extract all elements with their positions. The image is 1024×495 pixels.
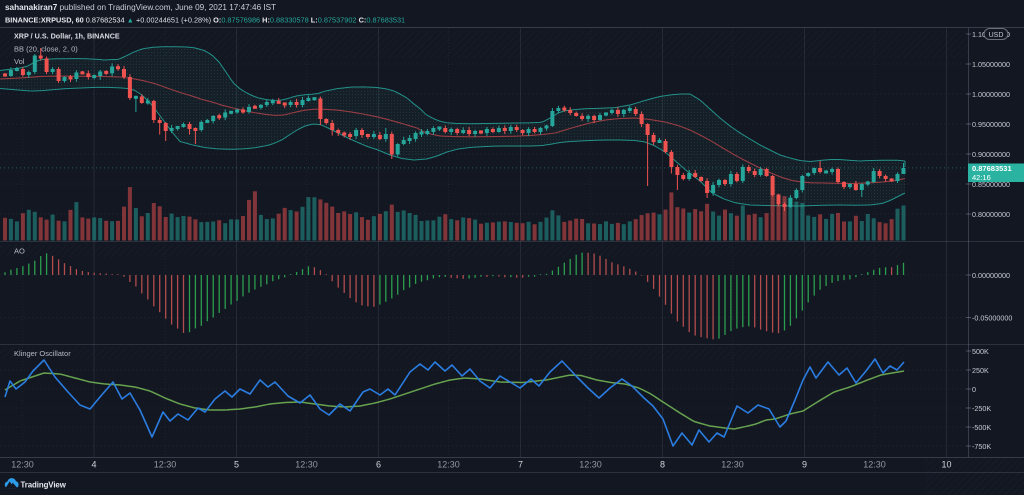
- svg-text:-750K: -750K: [972, 442, 991, 451]
- svg-text:-250K: -250K: [972, 404, 991, 413]
- svg-text:AO: AO: [14, 247, 25, 256]
- svg-text:-0.05000000: -0.05000000: [972, 313, 1012, 322]
- svg-text:BB (20, close, 2, 0): BB (20, close, 2, 0): [14, 45, 78, 54]
- svg-text:12:30: 12:30: [721, 460, 744, 470]
- svg-text:0.80000000: 0.80000000: [972, 210, 1010, 219]
- svg-text:250K: 250K: [972, 366, 989, 375]
- svg-text:0.90000000: 0.90000000: [972, 150, 1010, 159]
- svg-text:8: 8: [660, 460, 665, 470]
- svg-text:TradingView: TradingView: [21, 481, 67, 490]
- svg-text:0.00000000: 0.00000000: [972, 271, 1010, 280]
- svg-text:12:30: 12:30: [579, 460, 602, 470]
- svg-text:1.00000000: 1.00000000: [972, 90, 1010, 99]
- svg-text:1.05000000: 1.05000000: [972, 60, 1010, 69]
- svg-text:12:30: 12:30: [295, 460, 318, 470]
- svg-text:12:30: 12:30: [863, 460, 886, 470]
- svg-text:sahanakiran7 published on Trad: sahanakiran7 published on TradingView.co…: [5, 3, 276, 12]
- svg-text:7: 7: [518, 460, 523, 470]
- svg-text:42:16: 42:16: [972, 173, 991, 182]
- svg-text:Klinger Oscillator: Klinger Oscillator: [14, 349, 71, 358]
- svg-text:0.95000000: 0.95000000: [972, 120, 1010, 129]
- svg-text:10: 10: [941, 460, 951, 470]
- svg-text:12:30: 12:30: [154, 460, 177, 470]
- svg-text:12:30: 12:30: [437, 460, 460, 470]
- svg-text:0.85000000: 0.85000000: [972, 180, 1010, 189]
- svg-text:0: 0: [972, 385, 976, 394]
- svg-text:Vol: Vol: [14, 57, 25, 66]
- svg-text:500K: 500K: [972, 347, 989, 356]
- svg-text:4: 4: [91, 460, 96, 470]
- svg-text:5: 5: [234, 460, 239, 470]
- svg-text:USD: USD: [989, 32, 1004, 39]
- svg-text:6: 6: [376, 460, 381, 470]
- svg-text:0.87683531: 0.87683531: [972, 164, 1012, 173]
- svg-text:12:30: 12:30: [11, 460, 34, 470]
- svg-text:-500K: -500K: [972, 423, 991, 432]
- svg-text:BINANCE:XRPUSD, 60 0.87682534: BINANCE:XRPUSD, 60 0.87682534 ▲ +0.00244…: [5, 16, 405, 25]
- svg-text:XRP / U.S. Dollar, 1h, BINANCE: XRP / U.S. Dollar, 1h, BINANCE: [14, 32, 120, 41]
- svg-text:9: 9: [802, 460, 807, 470]
